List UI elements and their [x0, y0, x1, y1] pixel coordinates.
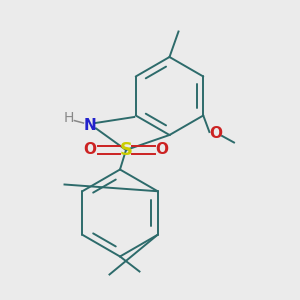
Text: O: O: [155, 142, 169, 158]
Text: H: H: [64, 112, 74, 125]
Text: S: S: [119, 141, 133, 159]
Text: O: O: [209, 126, 223, 141]
Text: O: O: [83, 142, 97, 158]
Text: N: N: [84, 118, 96, 134]
